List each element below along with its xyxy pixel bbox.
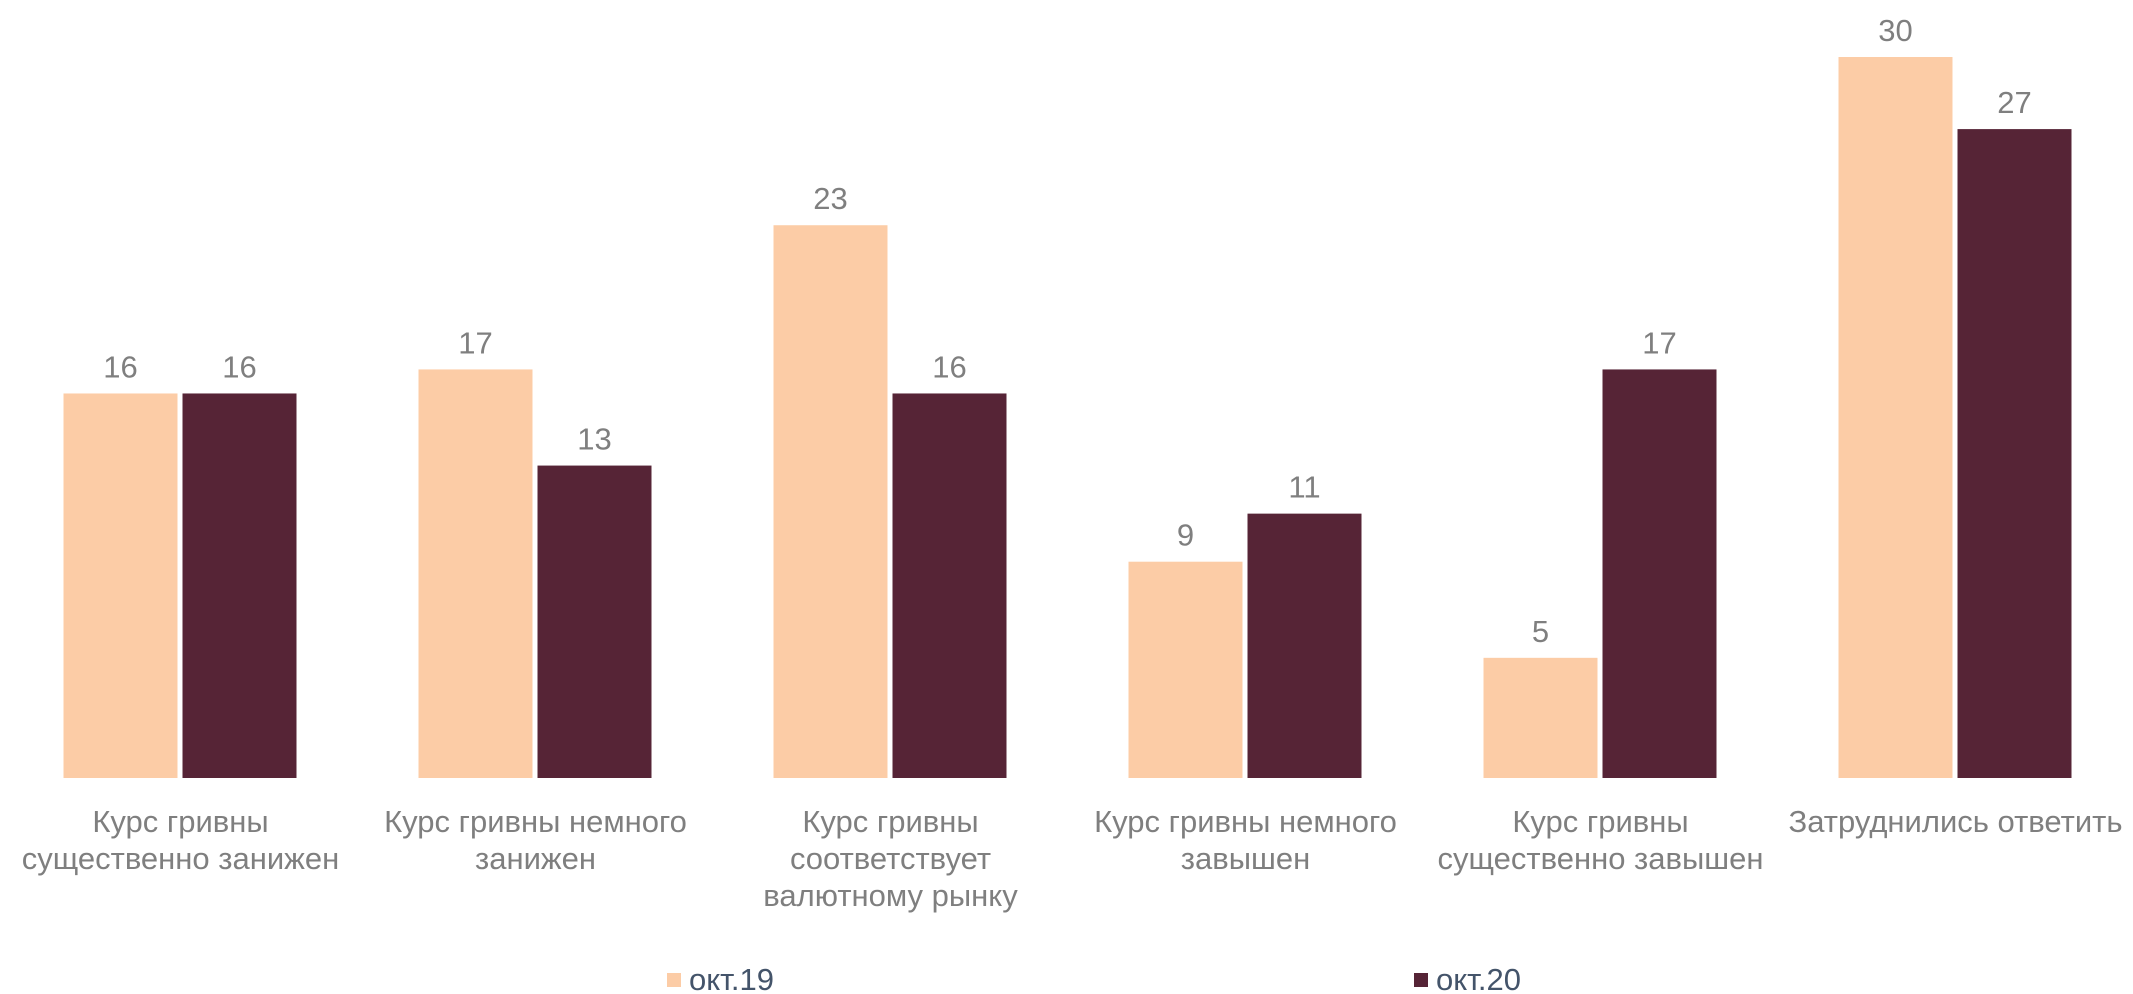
value-label: 16 [222,349,256,384]
x-tick-label: Курс гривны немного завышен [1094,804,1397,876]
value-label: 17 [458,325,492,360]
legend-swatch [1414,973,1428,987]
value-label: 17 [1642,325,1676,360]
bar [1602,369,1717,778]
legend-label: окт.19 [689,962,775,994]
bar [892,393,1007,778]
x-tick-label: Курс гривны немного занижен [384,804,687,876]
x-tick-label: Курс гривны существенно завышен [1437,804,1764,876]
bar [63,393,178,778]
value-label: 27 [1997,85,2031,120]
bar [1247,513,1362,778]
x-tick-label: Курс гривны существенно занижен [21,804,340,876]
value-label: 16 [932,349,966,384]
bar [1483,657,1598,778]
x-tick-label: Курс гривны соответствует валютному рынк… [763,804,1018,913]
bar [1128,561,1243,778]
value-label: 11 [1288,470,1320,505]
value-label: 13 [577,422,611,457]
bar [1838,57,1953,778]
bar [1957,129,2072,779]
bar [537,465,652,778]
bar [418,369,533,778]
value-label: 5 [1532,614,1549,649]
bar [182,393,297,778]
legend-item: окт.19 [667,962,774,994]
legend-swatch [667,973,681,987]
legend-item: окт.20 [1414,962,1521,994]
value-label: 9 [1177,518,1194,553]
legend-label: окт.20 [1436,962,1522,994]
value-label: 30 [1878,13,1912,48]
value-label: 23 [813,181,847,216]
x-tick-label: Затруднились ответить [1788,804,2123,839]
bar [773,225,888,778]
value-label: 16 [103,349,137,384]
